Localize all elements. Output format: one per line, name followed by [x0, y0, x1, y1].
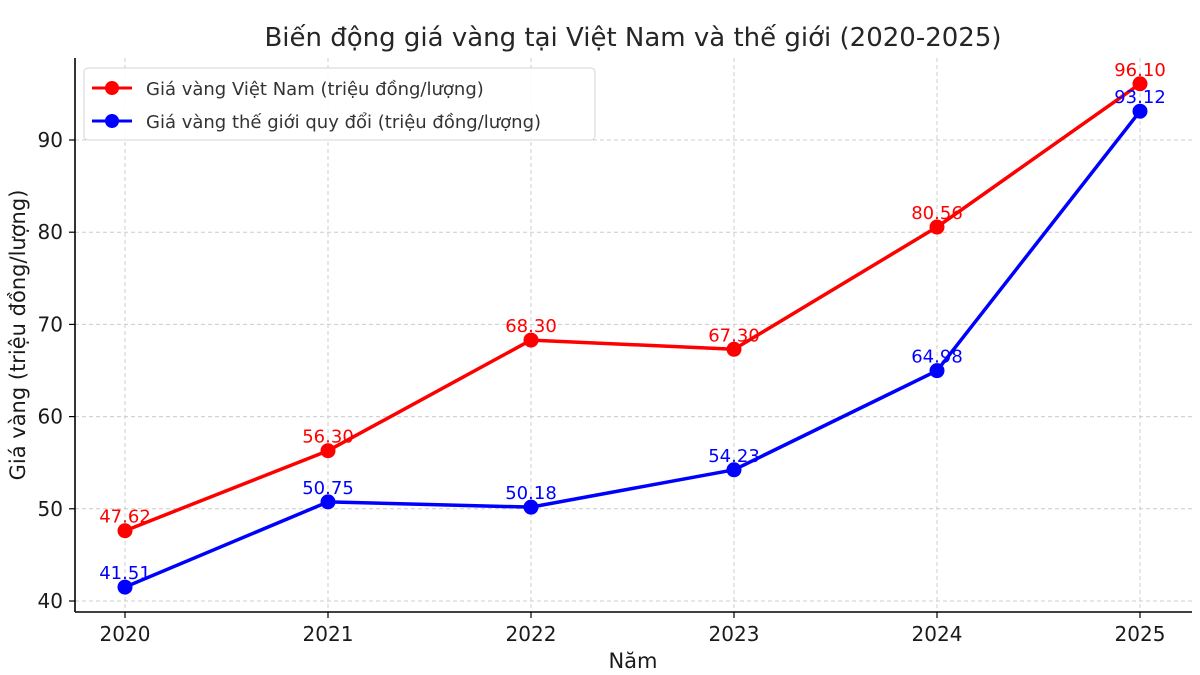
data-series: 47.62 56.30 68.30 67.30 80.56 96.10 41.51 50.75…	[99, 60, 1166, 595]
legend-box	[83, 67, 596, 141]
data-point-marker	[1132, 103, 1148, 119]
y-axis-ticks: 40 50 60 70 80 90	[38, 128, 75, 613]
data-point-marker	[523, 332, 539, 348]
y-tick-label: 80	[38, 220, 63, 244]
x-tick-label: 2021	[303, 622, 354, 646]
x-tick-label: 2022	[506, 622, 557, 646]
data-point-marker	[320, 443, 336, 459]
data-label: 47.62	[99, 507, 151, 528]
legend-label: Giá vàng thế giới quy đổi (triệu đồng/lư…	[146, 112, 541, 133]
data-point-marker	[523, 499, 539, 515]
data-label: 93.12	[1114, 87, 1166, 108]
series-line	[124, 82, 1142, 533]
y-tick-label: 90	[38, 128, 63, 152]
data-point-marker	[929, 219, 945, 235]
y-tick-label: 70	[38, 312, 63, 336]
x-tick-label: 2025	[1115, 622, 1166, 646]
series-line	[124, 110, 1142, 589]
data-point-marker	[117, 579, 133, 595]
gridlines	[75, 58, 1192, 612]
data-label: 68.30	[505, 316, 557, 337]
series-world: 41.51 50.75 50.18 54.23 64.98 93.12	[99, 87, 1166, 595]
data-label: 80.56	[911, 203, 963, 224]
data-label: 50.18	[505, 483, 557, 504]
data-label: 50.75	[302, 478, 354, 499]
legend: Giá vàng Việt Nam (triệu đồng/lượng) Giá…	[83, 67, 596, 141]
x-tick-label: 2023	[709, 622, 760, 646]
data-label: 56.30	[302, 427, 354, 448]
x-tick-label: 2020	[100, 622, 151, 646]
chart-title: Biến động giá vàng tại Việt Nam và thế g…	[264, 23, 1001, 53]
x-axis-ticks: 2020 2021 2022 2023 2024 2025	[100, 612, 1166, 646]
data-label: 96.10	[1114, 60, 1166, 81]
series-vietnam: 47.62 56.30 68.30 67.30 80.56 96.10	[99, 60, 1166, 539]
data-point-marker	[320, 494, 336, 510]
legend-marker-icon	[105, 114, 119, 128]
data-label: 41.51	[99, 563, 151, 584]
x-axis-label: Năm	[608, 649, 657, 673]
legend-label: Giá vàng Việt Nam (triệu đồng/lượng)	[146, 79, 484, 100]
data-point-marker	[1132, 76, 1148, 92]
y-axis-label: Giá vàng (triệu đồng/lượng)	[6, 190, 30, 481]
data-point-marker	[726, 462, 742, 478]
data-label: 54.23	[708, 446, 760, 467]
data-label: 64.98	[911, 347, 963, 368]
legend-item-world: Giá vàng thế giới quy đổi (triệu đồng/lư…	[92, 112, 541, 133]
y-tick-label: 50	[38, 497, 63, 521]
y-tick-label: 60	[38, 405, 63, 429]
data-point-marker	[929, 363, 945, 379]
legend-item-vietnam: Giá vàng Việt Nam (triệu đồng/lượng)	[92, 79, 484, 100]
data-point-marker	[117, 523, 133, 539]
data-point-marker	[726, 341, 742, 357]
data-label: 67.30	[708, 325, 760, 346]
y-tick-label: 40	[38, 589, 63, 613]
x-tick-label: 2024	[912, 622, 963, 646]
legend-marker-icon	[105, 81, 119, 95]
